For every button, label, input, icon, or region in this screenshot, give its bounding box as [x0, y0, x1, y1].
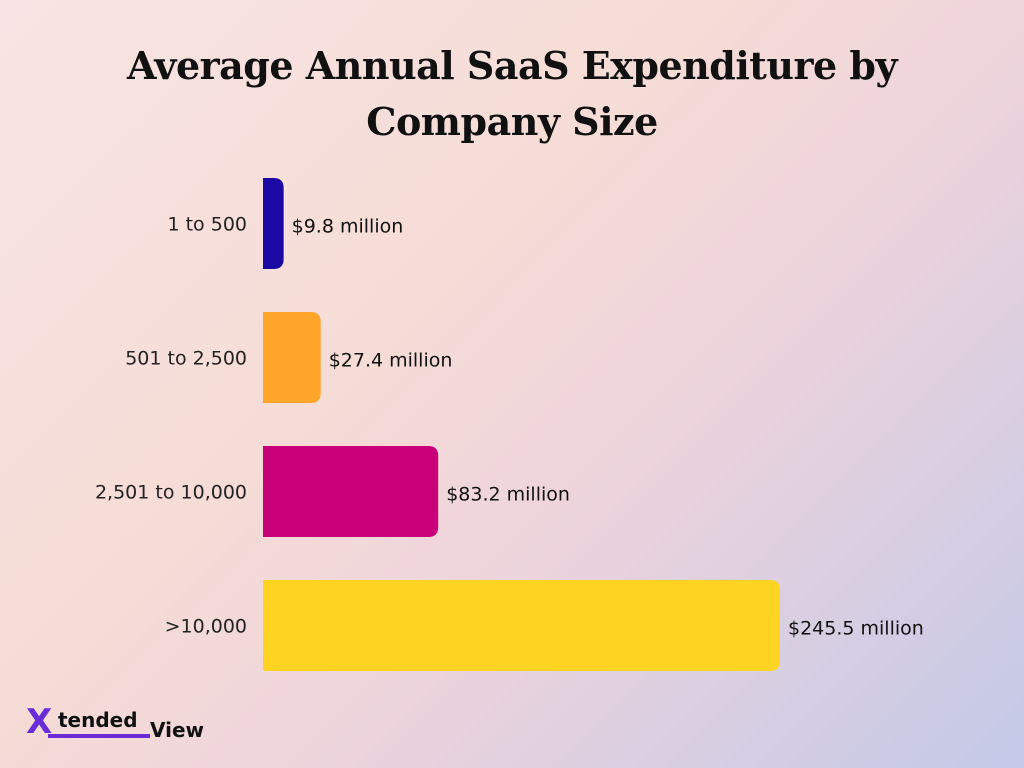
logo-text-part-1: tended [58, 708, 138, 732]
bar-0 [263, 178, 284, 269]
value-label-0: $9.8 million [292, 216, 404, 238]
chart-title-line-2: Company Size [366, 99, 658, 144]
chart-title-line-1: Average Annual SaaS Expenditure by [126, 43, 898, 88]
value-label-2: $83.2 million [446, 484, 570, 506]
bar-chart: 1 to 500 $9.8 million 501 to 2,500 $27.4 mi… [95, 178, 924, 671]
logo-text-part-2: View [150, 718, 205, 742]
category-label-0: 1 to 500 [167, 214, 247, 236]
category-label-2: 2,501 to 10,000 [95, 482, 247, 504]
logo-underline [48, 734, 150, 738]
bar-1 [263, 312, 321, 403]
category-label-3: >10,000 [165, 616, 247, 638]
xtendedview-logo: X tended View [26, 700, 226, 746]
value-label-3: $245.5 million [788, 618, 924, 640]
logo-x-mark: X [26, 702, 53, 742]
bar-2 [263, 446, 439, 537]
chart-title: Average Annual SaaS Expenditure by Compa… [0, 38, 1024, 150]
bar-3 [263, 580, 780, 671]
category-label-1: 501 to 2,500 [125, 348, 247, 370]
value-label-1: $27.4 million [329, 350, 453, 372]
